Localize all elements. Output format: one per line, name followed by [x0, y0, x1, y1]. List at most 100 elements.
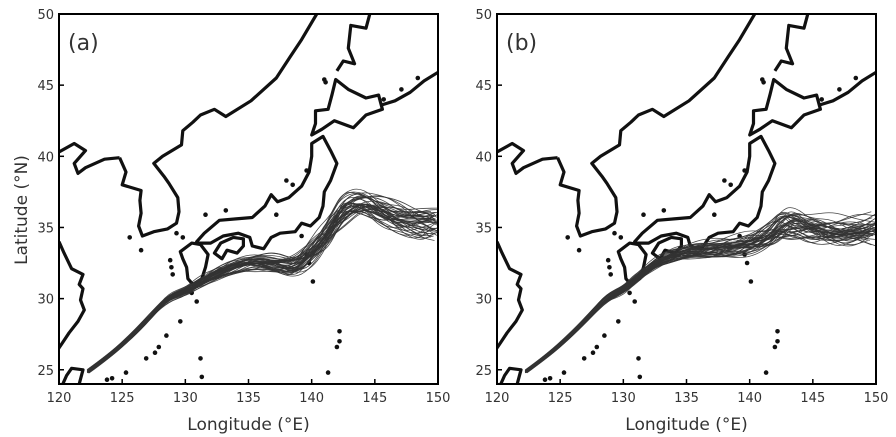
y-tick-label: 30	[37, 293, 54, 308]
island-dot	[199, 374, 205, 380]
island-dot	[837, 87, 842, 92]
map-area-b	[497, 14, 876, 384]
island-dot	[605, 257, 611, 263]
island-dot	[299, 233, 304, 239]
island-dot	[618, 235, 624, 240]
x-axis-title-a: Longitude (°E)	[187, 415, 309, 435]
korea-coastline	[556, 14, 757, 238]
frame-a	[58, 13, 439, 385]
kuroshio-path	[526, 211, 876, 371]
island-dot	[594, 344, 600, 350]
island-dot	[627, 290, 632, 296]
kuroshio-path	[86, 210, 431, 374]
x-tick-label: 145	[800, 391, 825, 406]
x-tick-label: 145	[362, 391, 387, 406]
island-dot	[542, 377, 548, 383]
island-dot	[722, 178, 727, 183]
island-dot	[284, 178, 289, 183]
sakhalin-coastline	[773, 14, 810, 72]
kuroshio-path	[87, 211, 436, 373]
island-dot	[109, 376, 115, 381]
island-dot	[547, 376, 553, 381]
honshu-coastline	[633, 134, 777, 251]
island-dot	[138, 247, 144, 253]
island-dot	[164, 333, 169, 338]
island-dot	[602, 333, 607, 338]
x-tick-label: 140	[299, 391, 324, 406]
island-dot	[607, 265, 612, 270]
kuroshio-path	[526, 215, 876, 372]
kuroshio-path	[86, 191, 437, 371]
kuroshio-path	[86, 206, 432, 372]
frame-b	[496, 13, 877, 385]
island-dot	[772, 344, 778, 350]
island-dot	[203, 212, 208, 217]
x-axis-title-b: Longitude (°E)	[625, 415, 747, 435]
island-dot	[104, 377, 110, 383]
x-tick-label: 125	[548, 391, 573, 406]
x-tick-label: 130	[611, 391, 636, 406]
kuroshio-path	[88, 197, 438, 371]
y-tick-label: 50	[475, 8, 492, 23]
island-dot	[612, 230, 617, 236]
y-axis-title: Latitude (°N)	[12, 155, 32, 265]
china-coastline	[497, 241, 524, 384]
kuril-coastline	[818, 70, 876, 107]
island-dot	[775, 339, 780, 344]
island-dot	[763, 370, 769, 375]
kuroshio-path	[524, 221, 873, 371]
island-dot	[152, 350, 158, 356]
panel-label-b: (b)	[506, 31, 537, 56]
island-dot	[565, 235, 570, 240]
island-dot	[748, 279, 754, 284]
x-tick-label: 125	[110, 391, 135, 406]
island-dot	[123, 370, 129, 375]
island-dot	[632, 299, 637, 304]
korea-coastline	[118, 14, 319, 238]
island-dot	[819, 97, 824, 102]
island-dot	[337, 339, 342, 344]
taiwan-coastline	[61, 366, 85, 384]
x-tick-label: 120	[485, 391, 510, 406]
island-dot	[325, 370, 331, 375]
island-dot	[581, 356, 587, 361]
kuroshio-path	[87, 202, 438, 371]
panel-a: (a) 25 30 35 40 45 50 120 125 130 135 140 145 150 L…	[37, 8, 450, 435]
y-tick-label: 30	[475, 293, 492, 308]
island-dot	[742, 168, 747, 173]
kuroshio-path	[524, 219, 869, 373]
panel-b: (b) 25 30 35 40 45 50 120 125 130 135 140 145 150 L…	[475, 8, 888, 435]
hokkaido-coastline	[748, 77, 822, 137]
island-dot	[304, 168, 309, 173]
island-dot	[641, 212, 646, 217]
path-bundle-a	[86, 188, 438, 374]
panel-label-a: (a)	[68, 31, 99, 56]
y-tick-label: 45	[475, 79, 492, 94]
island-dot	[198, 356, 203, 361]
island-dot	[590, 350, 596, 356]
kuroshio-path	[87, 203, 434, 374]
x-tick-label: 135	[674, 391, 699, 406]
island-dot	[561, 370, 567, 375]
kuroshio-path	[88, 210, 434, 374]
island-dot	[167, 257, 173, 263]
x-tick-label: 150	[864, 391, 889, 406]
island-dot	[334, 344, 340, 350]
island-dot	[760, 77, 765, 82]
y-tick-label: 35	[37, 221, 54, 236]
kuroshio-path	[524, 222, 869, 372]
x-tick-label: 150	[426, 391, 451, 406]
korea-north-west-coastline	[59, 141, 120, 175]
shikoku-coastline	[212, 235, 245, 261]
island-dot	[381, 97, 387, 102]
sakhalin-coastline	[335, 14, 372, 72]
island-dot	[637, 374, 643, 380]
y-tick-label: 40	[475, 150, 492, 165]
island-dot	[290, 182, 296, 188]
honshu-coastline	[195, 134, 339, 251]
y-tick-label: 25	[37, 364, 54, 379]
island-dot	[169, 265, 174, 270]
island-dot	[156, 344, 162, 350]
island-dot	[775, 329, 780, 334]
china-coastline	[59, 241, 86, 384]
